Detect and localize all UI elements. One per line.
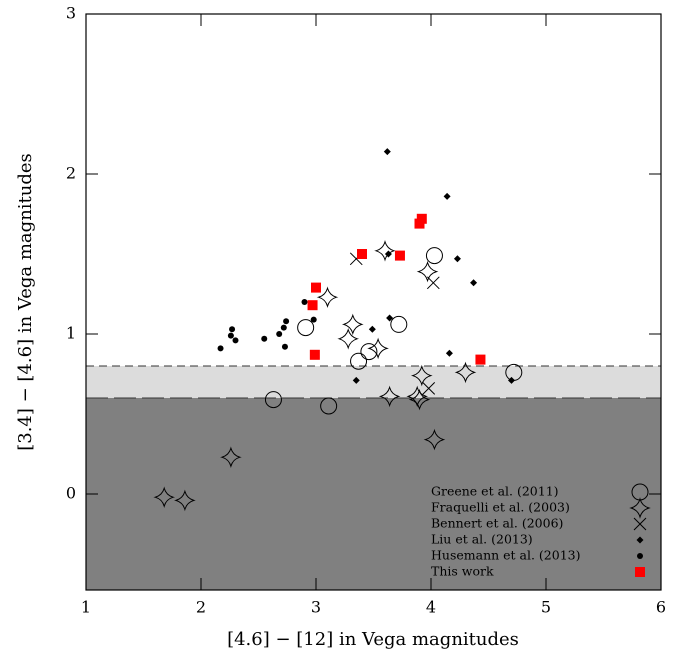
data-point [414,218,425,229]
data-point [311,282,321,293]
shaded-band [86,398,661,590]
data-point [425,247,443,265]
data-point [445,349,453,357]
data-point [232,337,239,344]
y-tick-label: 0 [66,484,76,503]
x-tick-label: 5 [541,598,551,617]
y-axis-label: [3.4] − [4.6] in Vega magnitudes [15,153,36,451]
legend-marker [636,536,644,544]
data-point [281,343,288,350]
x-tick-label: 6 [656,598,666,617]
legend-label: Husemann et al. (2013) [431,548,581,563]
shaded-band [86,366,661,398]
y-tick-label: 2 [66,164,76,183]
data-point [341,313,364,336]
data-point [368,325,376,333]
data-point [416,260,439,283]
data-point [264,391,282,409]
x-tick-label: 1 [81,598,91,617]
data-point [426,276,440,290]
y-tick-label: 1 [66,324,76,343]
data-point [283,318,290,325]
data-point [383,148,391,156]
data-point [367,337,389,360]
data-point [406,385,429,408]
y-tick-label: 3 [66,4,76,23]
legend-label: Liu et al. (2013) [431,532,533,547]
data-point [378,385,401,408]
data-point [316,286,339,309]
data-point [352,376,360,384]
data-point [360,343,378,361]
legend-marker [635,567,645,577]
legend-marker [637,553,643,559]
data-point [320,397,338,415]
data-point [470,279,478,287]
data-point [386,314,394,322]
data-point [384,250,392,258]
data-point [453,255,461,263]
data-point [276,331,283,337]
x-tick-label: 2 [196,598,206,617]
data-point [454,361,477,384]
data-point [301,299,308,305]
legend-label: Fraquelli et al. (2003) [431,500,570,515]
plot-frame [85,13,662,591]
x-axis-label: [4.6] − [12] in Vega magnitudes [227,629,519,650]
data-point [390,315,408,333]
data-point [174,489,196,512]
data-point [307,300,318,311]
data-point [261,335,268,342]
data-point [357,249,367,259]
data-point [229,326,236,333]
data-point [423,428,446,451]
data-point [422,382,436,395]
data-point [443,192,451,200]
legend-label: Greene et al. (2011) [431,484,559,499]
data-point [280,324,287,331]
legend-label: Bennert et al. (2006) [431,516,563,531]
legend-marker [633,517,647,531]
x-tick-label: 4 [426,598,436,617]
data-point [410,364,433,387]
data-point [408,388,431,411]
data-point [394,250,405,261]
data-point [220,446,242,469]
data-point [310,316,317,323]
data-point [337,327,360,350]
data-point [475,354,486,365]
x-tick-label: 3 [311,598,321,617]
data-point [153,486,176,509]
data-point [309,349,320,360]
data-point [227,332,234,339]
legend-marker [629,497,651,519]
data-point [508,376,515,384]
data-point [217,345,224,352]
data-point [350,352,368,370]
data-point [297,319,315,337]
legend-label: This work [431,564,494,579]
data-point [374,239,396,262]
